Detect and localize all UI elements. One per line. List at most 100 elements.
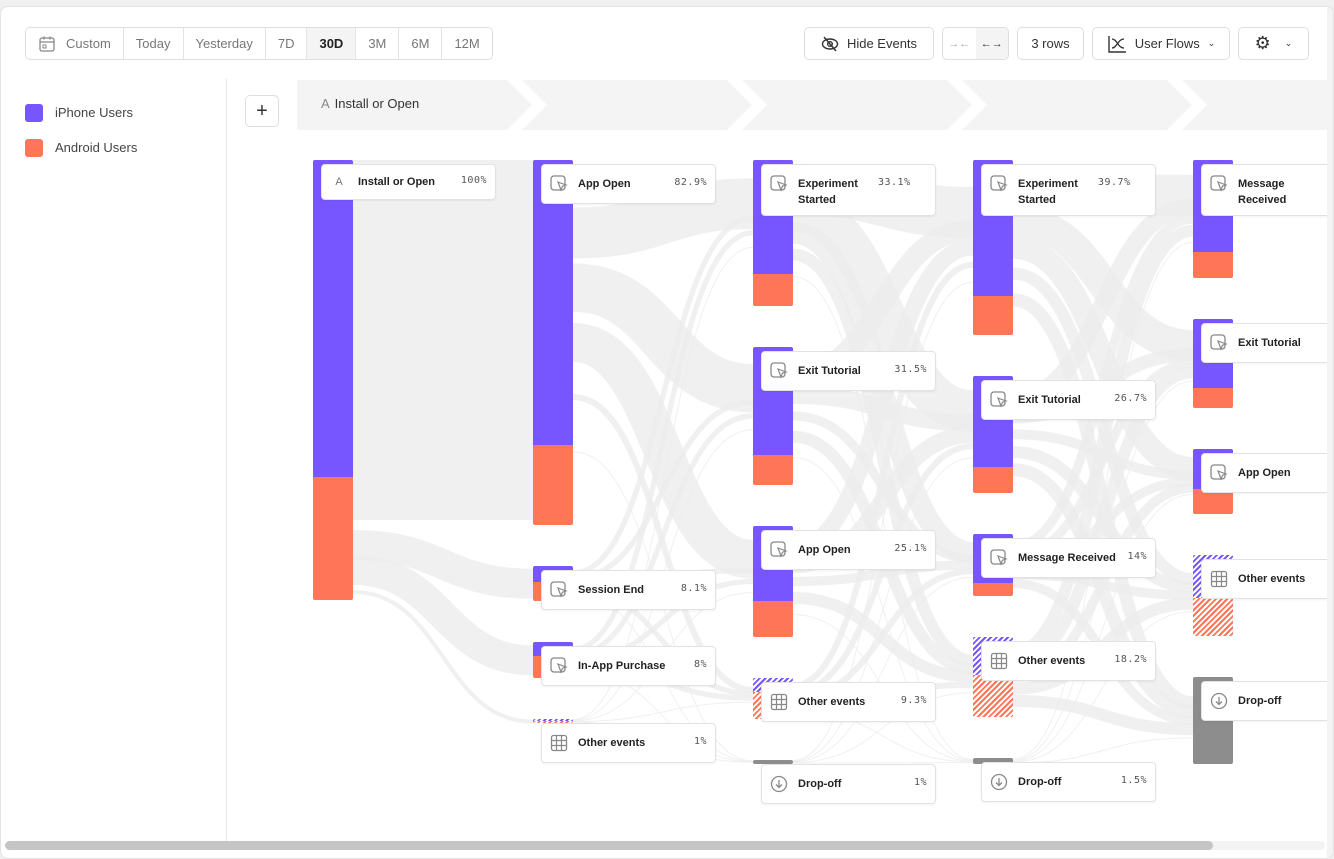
settings-button[interactable]: ⚙ ⌄ (1238, 27, 1309, 60)
flow-link[interactable] (571, 263, 755, 413)
flow-link[interactable] (792, 276, 974, 761)
flow-link[interactable] (792, 576, 974, 763)
node-label: Exit Tutorial (798, 364, 861, 377)
flow-link[interactable] (572, 178, 754, 259)
android-segment (533, 444, 573, 525)
plus-icon: + (256, 99, 268, 122)
flow-link[interactable] (572, 413, 754, 658)
node-percent: 1% (913, 776, 927, 788)
expand-button[interactable]: ←→ (975, 28, 1008, 59)
legend-label: iPhone Users (55, 105, 134, 120)
flow-link[interactable] (1012, 611, 1194, 763)
flow-link[interactable] (792, 281, 974, 761)
node-card[interactable]: Experiment Started 33.1% (761, 164, 936, 216)
step-header-band (297, 80, 1333, 130)
node-card[interactable]: App Open (1201, 452, 1333, 493)
node-card[interactable]: Message Received 14% (981, 538, 1156, 579)
date-7d-button[interactable]: 7D (266, 28, 308, 59)
node-percent: 8% (693, 659, 707, 671)
node-card[interactable]: In-App Purchase 8% (541, 646, 716, 687)
node-card[interactable]: Other events 9.3% (761, 681, 936, 722)
date-6m-button[interactable]: 6M (399, 28, 443, 59)
node-card[interactable]: A Install or Open 100% (321, 164, 496, 200)
hide-events-button[interactable]: Hide Events (804, 27, 934, 60)
iphone-segment (533, 718, 573, 721)
node-bar[interactable] (533, 718, 573, 723)
flow-link[interactable] (572, 215, 754, 576)
node-bar[interactable] (753, 759, 793, 764)
collapse-button[interactable]: →← (943, 28, 976, 59)
date-today-button[interactable]: Today (124, 28, 184, 59)
android-segment (973, 675, 1013, 717)
node-label: Experiment Started (1018, 178, 1078, 206)
flow-link[interactable] (792, 457, 974, 762)
rows-button[interactable]: 3 rows (1017, 27, 1084, 60)
flows-chart-icon (1108, 35, 1126, 53)
flow-link[interactable] (792, 761, 974, 764)
step-a-label[interactable]: A Install or Open (321, 96, 419, 111)
expand-collapse-toggle: →← ←→ (942, 27, 1009, 60)
flow-link[interactable] (572, 246, 754, 720)
flow-link[interactable] (352, 530, 534, 599)
node-label: Drop-off (1018, 775, 1062, 788)
android-segment (533, 720, 573, 723)
flow-link[interactable] (572, 230, 754, 653)
cursor-icon (770, 541, 788, 559)
node-label: Other events (1018, 654, 1086, 667)
node-card[interactable]: Drop-off 1.5% (981, 761, 1156, 802)
vertical-scrollbar[interactable] (1327, 7, 1333, 858)
node-card[interactable]: Experiment Started 39.7% (981, 164, 1156, 216)
node-label: Other events (798, 695, 866, 708)
node-card[interactable]: Exit Tutorial (1201, 322, 1333, 363)
date-yesterday-button[interactable]: Yesterday (184, 28, 266, 59)
view-selector[interactable]: User Flows ⌄ (1092, 27, 1230, 60)
flow-link[interactable] (572, 701, 754, 722)
legend-item-android[interactable]: Android Users (25, 130, 137, 165)
flow-link[interactable] (1012, 493, 1194, 762)
grid-icon (990, 652, 1008, 670)
node-card[interactable]: Other events 1% (541, 722, 716, 763)
flow-link[interactable] (1012, 224, 1194, 659)
flow-link[interactable] (572, 399, 754, 581)
flow-link[interactable] (352, 555, 534, 676)
node-bar[interactable] (533, 160, 573, 525)
date-12m-button[interactable]: 12M (454, 36, 480, 51)
date-30d-button[interactable]: 30D (307, 28, 357, 59)
node-bar[interactable] (313, 160, 353, 600)
node-card[interactable]: Other events 18.2% (981, 640, 1156, 681)
node-card[interactable]: App Open 25.1% (761, 530, 936, 571)
legend-item-iphone[interactable]: iPhone Users (25, 95, 137, 130)
flow-link[interactable] (792, 248, 974, 667)
iphone-segment (313, 160, 353, 477)
date-3m-button[interactable]: 3M (356, 28, 400, 59)
flow-link[interactable] (1011, 235, 1195, 480)
flow-link[interactable] (352, 590, 534, 724)
node-percent: 1% (693, 735, 707, 747)
node-card[interactable]: Session End 8.1% (541, 569, 716, 610)
node-card[interactable]: Message Received (1201, 164, 1333, 216)
node-card[interactable]: Drop-off 1% (761, 763, 936, 804)
date-custom-button[interactable]: Custom (26, 28, 124, 59)
flow-link[interactable] (792, 261, 974, 689)
node-bar[interactable] (973, 757, 1013, 765)
flow-link[interactable] (1012, 694, 1194, 736)
android-segment (1193, 251, 1233, 278)
node-card[interactable]: Exit Tutorial 31.5% (761, 350, 936, 391)
cursor-icon (1210, 175, 1228, 193)
horizontal-scrollbar[interactable] (5, 841, 1325, 850)
node-card[interactable]: App Open 82.9% (541, 164, 716, 204)
node-card[interactable]: Drop-off (1201, 680, 1333, 721)
node-label: App Open (1238, 466, 1291, 479)
node-card[interactable]: Other events (1201, 558, 1333, 599)
node-card[interactable]: Exit Tutorial 26.7% (981, 379, 1156, 420)
flow-link[interactable] (572, 394, 754, 694)
flow-link[interactable] (792, 692, 974, 763)
grid-icon (1210, 570, 1228, 588)
legend-label: Android Users (55, 140, 138, 155)
flow-link[interactable] (1012, 242, 1194, 760)
add-step-button[interactable]: + (245, 95, 279, 127)
node-label: App Open (798, 544, 851, 557)
android-segment (753, 454, 793, 486)
android-segment (1193, 388, 1233, 408)
scrollbar-thumb[interactable] (5, 841, 1213, 850)
